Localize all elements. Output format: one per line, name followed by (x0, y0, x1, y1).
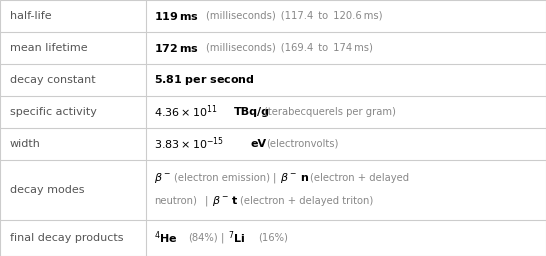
Text: $^7$Li: $^7$Li (228, 230, 246, 246)
Text: half-life: half-life (10, 11, 52, 21)
Text: (16%): (16%) (258, 233, 288, 243)
Text: n: n (300, 173, 308, 183)
Text: final decay products: final decay products (10, 233, 123, 243)
Text: (milliseconds) (169.4 to 174 ms): (milliseconds) (169.4 to 174 ms) (206, 43, 373, 53)
Text: (terabecquerels per gram): (terabecquerels per gram) (264, 107, 396, 117)
Text: (electron + delayed: (electron + delayed (310, 173, 410, 183)
Text: specific activity: specific activity (10, 107, 97, 117)
Text: $\beta^-$: $\beta^-$ (280, 171, 298, 185)
Text: width: width (10, 139, 41, 149)
Text: |: | (221, 233, 224, 243)
Text: |: | (204, 196, 207, 206)
Text: $^4$He: $^4$He (155, 230, 178, 246)
Text: $\beta^-$: $\beta^-$ (155, 171, 171, 185)
Text: (electron + delayed triton): (electron + delayed triton) (240, 196, 373, 206)
Text: |: | (272, 173, 276, 183)
Text: (84%): (84%) (188, 233, 218, 243)
Text: (electronvolts): (electronvolts) (266, 139, 339, 149)
Text: decay constant: decay constant (10, 75, 96, 85)
Text: $\mathbf{172\,ms}$: $\mathbf{172\,ms}$ (155, 42, 199, 54)
Text: $\mathbf{5.81\ per\ second}$: $\mathbf{5.81\ per\ second}$ (155, 73, 255, 87)
Text: neutron): neutron) (155, 196, 197, 206)
Text: $\beta^-$: $\beta^-$ (212, 194, 229, 208)
Text: TBq/g: TBq/g (234, 107, 270, 117)
Text: (electron emission): (electron emission) (174, 173, 270, 183)
Text: $4.36\times10^{11}$: $4.36\times10^{11}$ (155, 104, 218, 120)
Text: (milliseconds) (117.4 to 120.6 ms): (milliseconds) (117.4 to 120.6 ms) (206, 11, 383, 21)
Text: mean lifetime: mean lifetime (10, 43, 87, 53)
Text: t: t (233, 196, 238, 206)
Text: $3.83\times10^{-15}$: $3.83\times10^{-15}$ (155, 136, 224, 152)
Text: $\mathbf{119\,ms}$: $\mathbf{119\,ms}$ (155, 10, 199, 22)
Text: eV: eV (250, 139, 266, 149)
Text: decay modes: decay modes (10, 185, 85, 195)
